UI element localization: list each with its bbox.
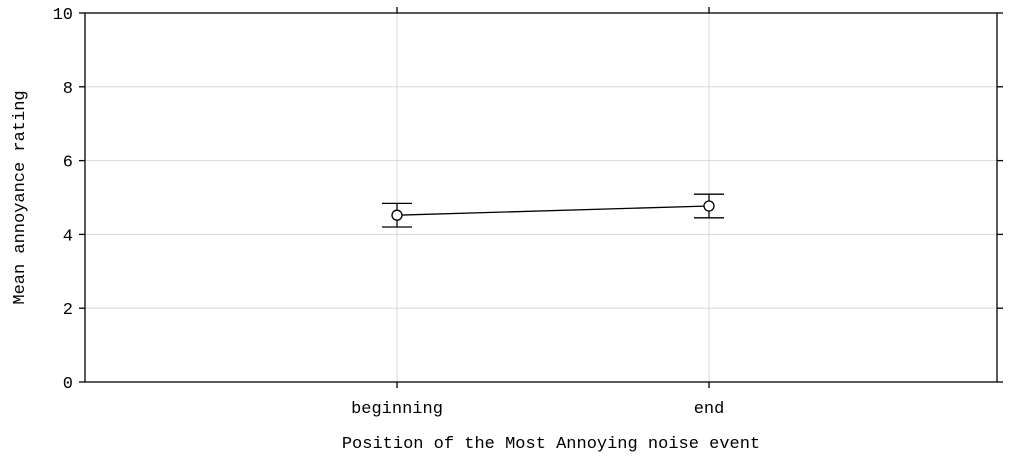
- y-axis-label: Mean annoyance rating: [11, 90, 30, 304]
- series: [382, 193, 724, 228]
- data-point-beginning: [391, 209, 403, 221]
- y-tick-label: 2: [63, 301, 73, 320]
- y-tick-label: 10: [53, 6, 73, 25]
- gridlines: [85, 13, 997, 382]
- x-axis-label: Position of the Most Annoying noise even…: [342, 435, 760, 454]
- x-tick-label-beginning: beginning: [351, 400, 443, 419]
- ticks: 0 2 4 6 8 10 beginning end: [53, 6, 1003, 419]
- y-tick-label: 4: [63, 227, 73, 246]
- x-tick-label-end: end: [694, 400, 725, 419]
- y-tick-label: 0: [63, 375, 73, 394]
- y-tick-label: 6: [63, 154, 73, 173]
- series-line: [396, 205, 710, 216]
- data-point-end: [703, 200, 715, 212]
- plot-frame: [84, 12, 998, 383]
- y-tick-label: 8: [63, 80, 73, 99]
